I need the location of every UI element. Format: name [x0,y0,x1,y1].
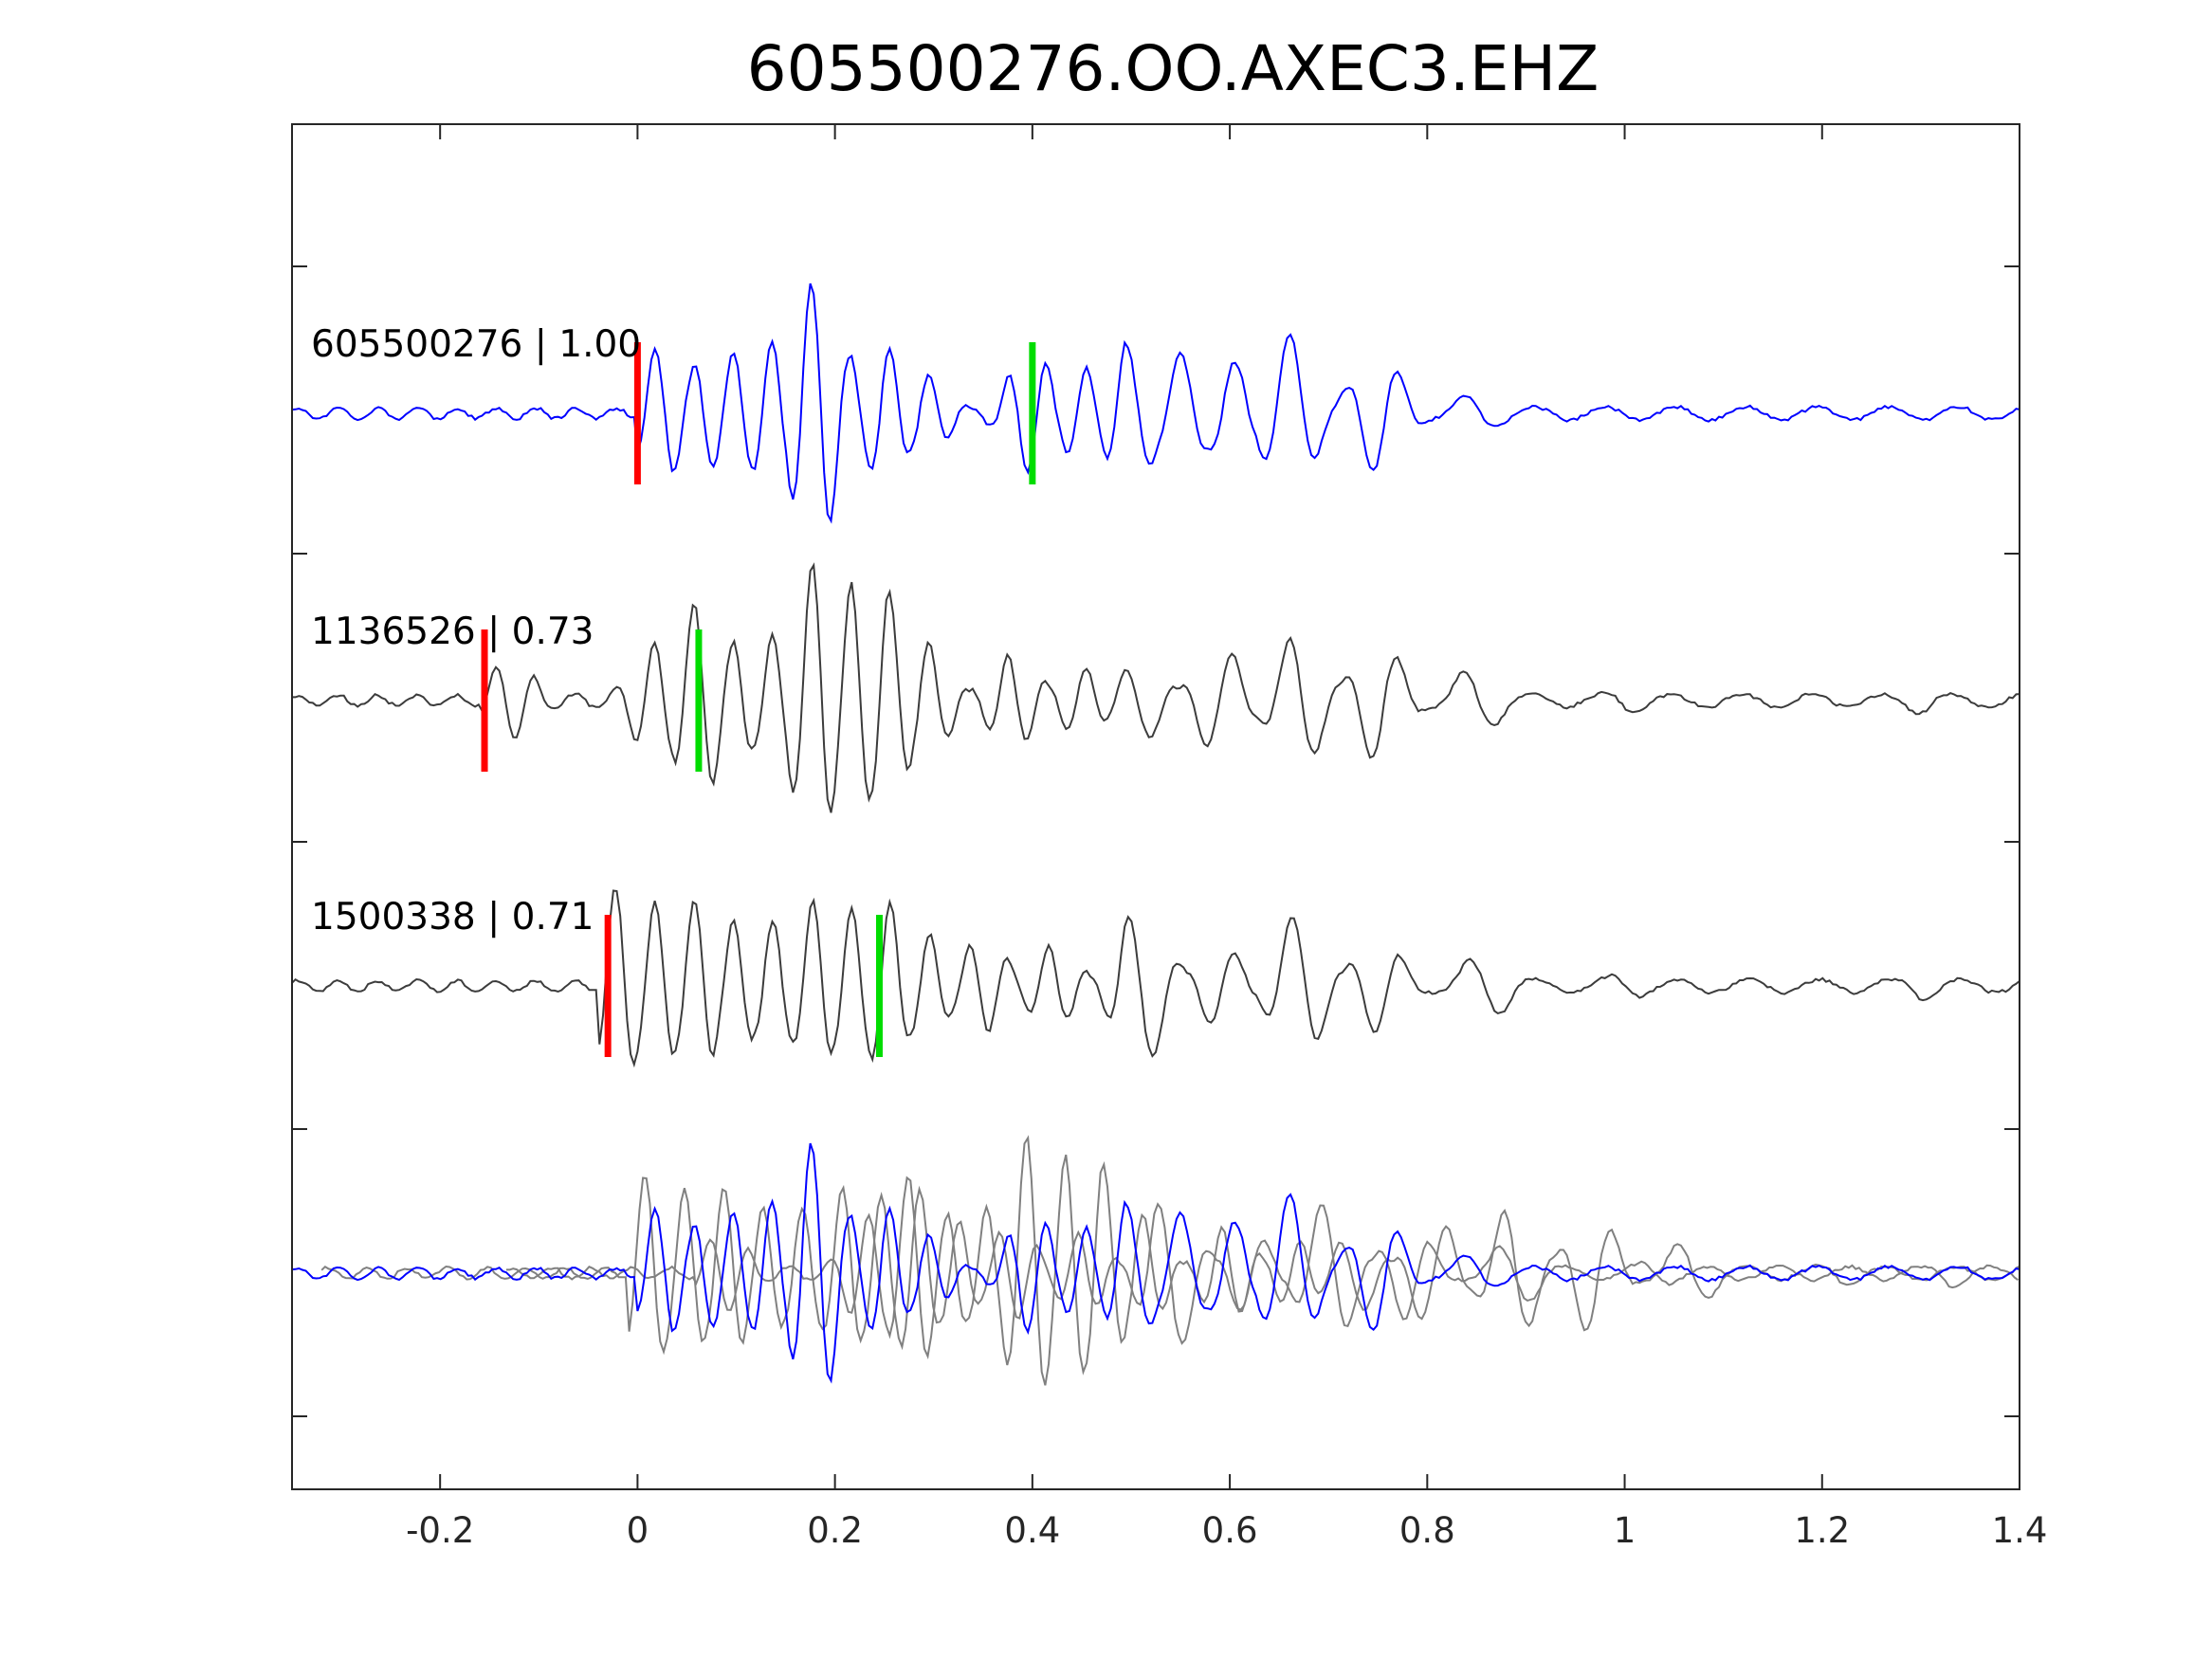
overlay-master-line [291,1142,2020,1384]
x-tick-label-6: 1 [1614,1510,1636,1551]
trace-3-line [291,889,2020,1068]
trace-3-label: 1500338 | 0.71 [311,896,594,939]
trace-1-line [291,283,2020,524]
x-tick-label-1: 0 [627,1510,649,1551]
x-tick-label-5: 0.8 [1399,1510,1455,1551]
x-tick-label-0: -0.2 [406,1510,474,1551]
trace-label-layer: 605500276 | 1.00 1136526 | 0.73 1500338 | … [311,323,641,939]
x-tick-label-7: 1.2 [1794,1510,1850,1551]
trace-2-label: 1136526 | 0.73 [311,611,594,653]
x-tick-label-3: 0.4 [1004,1510,1060,1551]
pick-layer [481,342,1036,1057]
trace-layer [291,283,2020,1386]
tick-layer: -0.2 0 0.2 0.4 0.6 0.8 1 1.2 1.4 [292,124,2047,1551]
overlay-template-2-line [320,1176,2019,1356]
x-tick-label-2: 0.2 [807,1510,863,1551]
x-tick-label-4: 0.6 [1202,1510,1258,1551]
trace-2-line [292,562,2020,813]
x-tick-label-8: 1.4 [1992,1510,2048,1551]
plot-area [291,123,2020,1490]
trace-1-label: 605500276 | 1.00 [311,323,641,366]
chart-title: 605500276.OO.AXEC3.EHZ [747,32,1600,105]
